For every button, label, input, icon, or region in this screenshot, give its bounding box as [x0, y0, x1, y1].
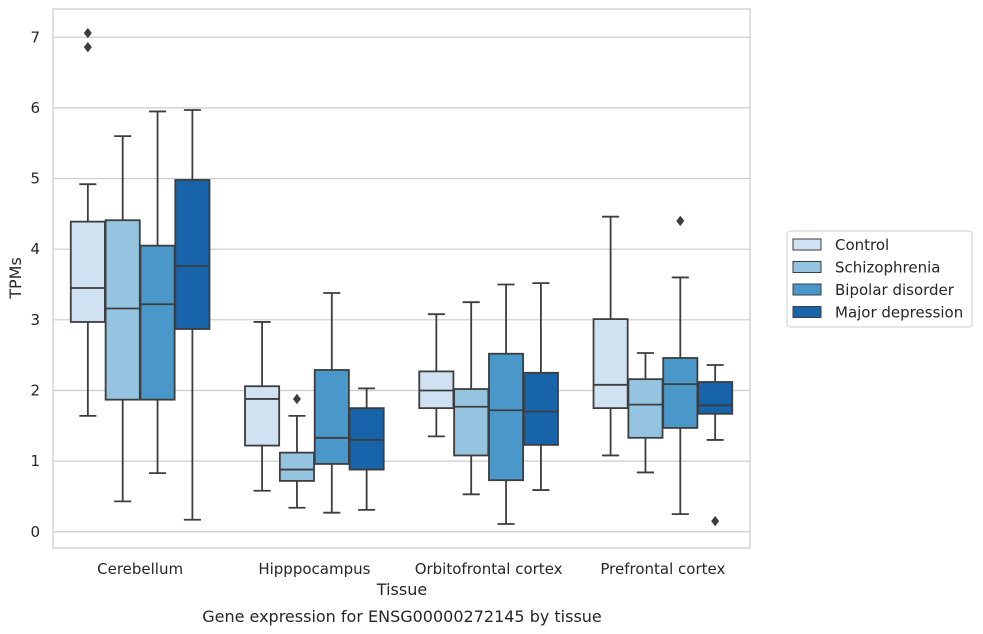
- outlier-point: [83, 41, 92, 53]
- legend-swatch: [792, 283, 822, 296]
- box-schizophrenia: [104, 135, 141, 503]
- box-major-depression: [697, 364, 734, 527]
- box-body: [627, 378, 664, 439]
- y-tick-label: 3: [30, 311, 40, 329]
- y-tick-label: 5: [30, 170, 40, 188]
- box-body: [697, 381, 734, 415]
- box-control: [418, 313, 455, 438]
- outlier-point: [711, 515, 720, 527]
- outlier-point: [676, 215, 685, 227]
- box-body: [278, 451, 315, 482]
- box-schizophrenia: [453, 301, 490, 496]
- box-control: [592, 215, 629, 457]
- box-schizophrenia: [627, 352, 664, 474]
- box-body: [174, 179, 211, 330]
- y-tick-label: 0: [30, 523, 40, 541]
- chart-caption: Gene expression for ENSG00000272145 by t…: [202, 607, 602, 626]
- x-tick-label: Hipppocampus: [258, 560, 370, 578]
- box-body: [139, 244, 176, 401]
- y-tick-label: 2: [30, 381, 40, 399]
- box-body: [104, 219, 141, 401]
- box-body: [69, 220, 106, 323]
- legend-swatch: [792, 306, 822, 318]
- box-body: [522, 371, 559, 446]
- x-tick-label: Cerebellum: [97, 560, 183, 578]
- y-tick-label: 1: [30, 452, 40, 470]
- outlier-point: [83, 27, 92, 39]
- y-tick-label: 6: [30, 99, 40, 117]
- x-axis-label: Tissue: [376, 580, 427, 599]
- legend: Control Schizophrenia Bipolar disorder Majo…: [786, 230, 973, 328]
- box-body: [348, 407, 385, 471]
- box-body: [313, 369, 350, 465]
- x-tick-labels: Cerebellum Hipppocampus Orbitofrontal cort…: [97, 560, 725, 578]
- legend-swatch: [792, 238, 822, 251]
- x-tick-label: Prefrontal cortex: [600, 560, 725, 578]
- legend-frame: [786, 230, 973, 328]
- y-tick-labels: 0 1 2 3 4 5 6 7: [30, 28, 40, 540]
- box-body: [488, 352, 525, 482]
- box-control: [244, 321, 281, 492]
- y-tick-label: 4: [30, 240, 40, 258]
- box-body: [592, 318, 629, 410]
- box-bipolar-disorder: [139, 110, 176, 475]
- legend-label: Schizophrenia: [835, 259, 940, 277]
- boxes: [69, 27, 734, 527]
- box-major-depression: [348, 387, 385, 511]
- legend-label: Control: [835, 236, 889, 254]
- box-major-depression: [174, 109, 211, 521]
- box-control: [69, 27, 106, 417]
- box-body: [662, 357, 699, 429]
- x-tick-label: Orbitofrontal cortex: [415, 560, 563, 578]
- box-bipolar-disorder: [488, 283, 525, 525]
- outlier-point: [292, 393, 301, 405]
- box-major-depression: [522, 282, 559, 491]
- y-tick-label: 7: [30, 28, 40, 46]
- box-bipolar-disorder: [313, 292, 350, 514]
- box-bipolar-disorder: [662, 215, 699, 515]
- legend-label: Bipolar disorder: [835, 281, 955, 299]
- box-body: [244, 385, 281, 447]
- legend-swatch: [792, 261, 822, 273]
- box-body: [453, 388, 490, 457]
- box-schizophrenia: [278, 393, 315, 509]
- legend-label: Major depression: [835, 304, 963, 322]
- plot-frame: [52, 8, 751, 549]
- y-axis-label: TPMs: [6, 257, 25, 300]
